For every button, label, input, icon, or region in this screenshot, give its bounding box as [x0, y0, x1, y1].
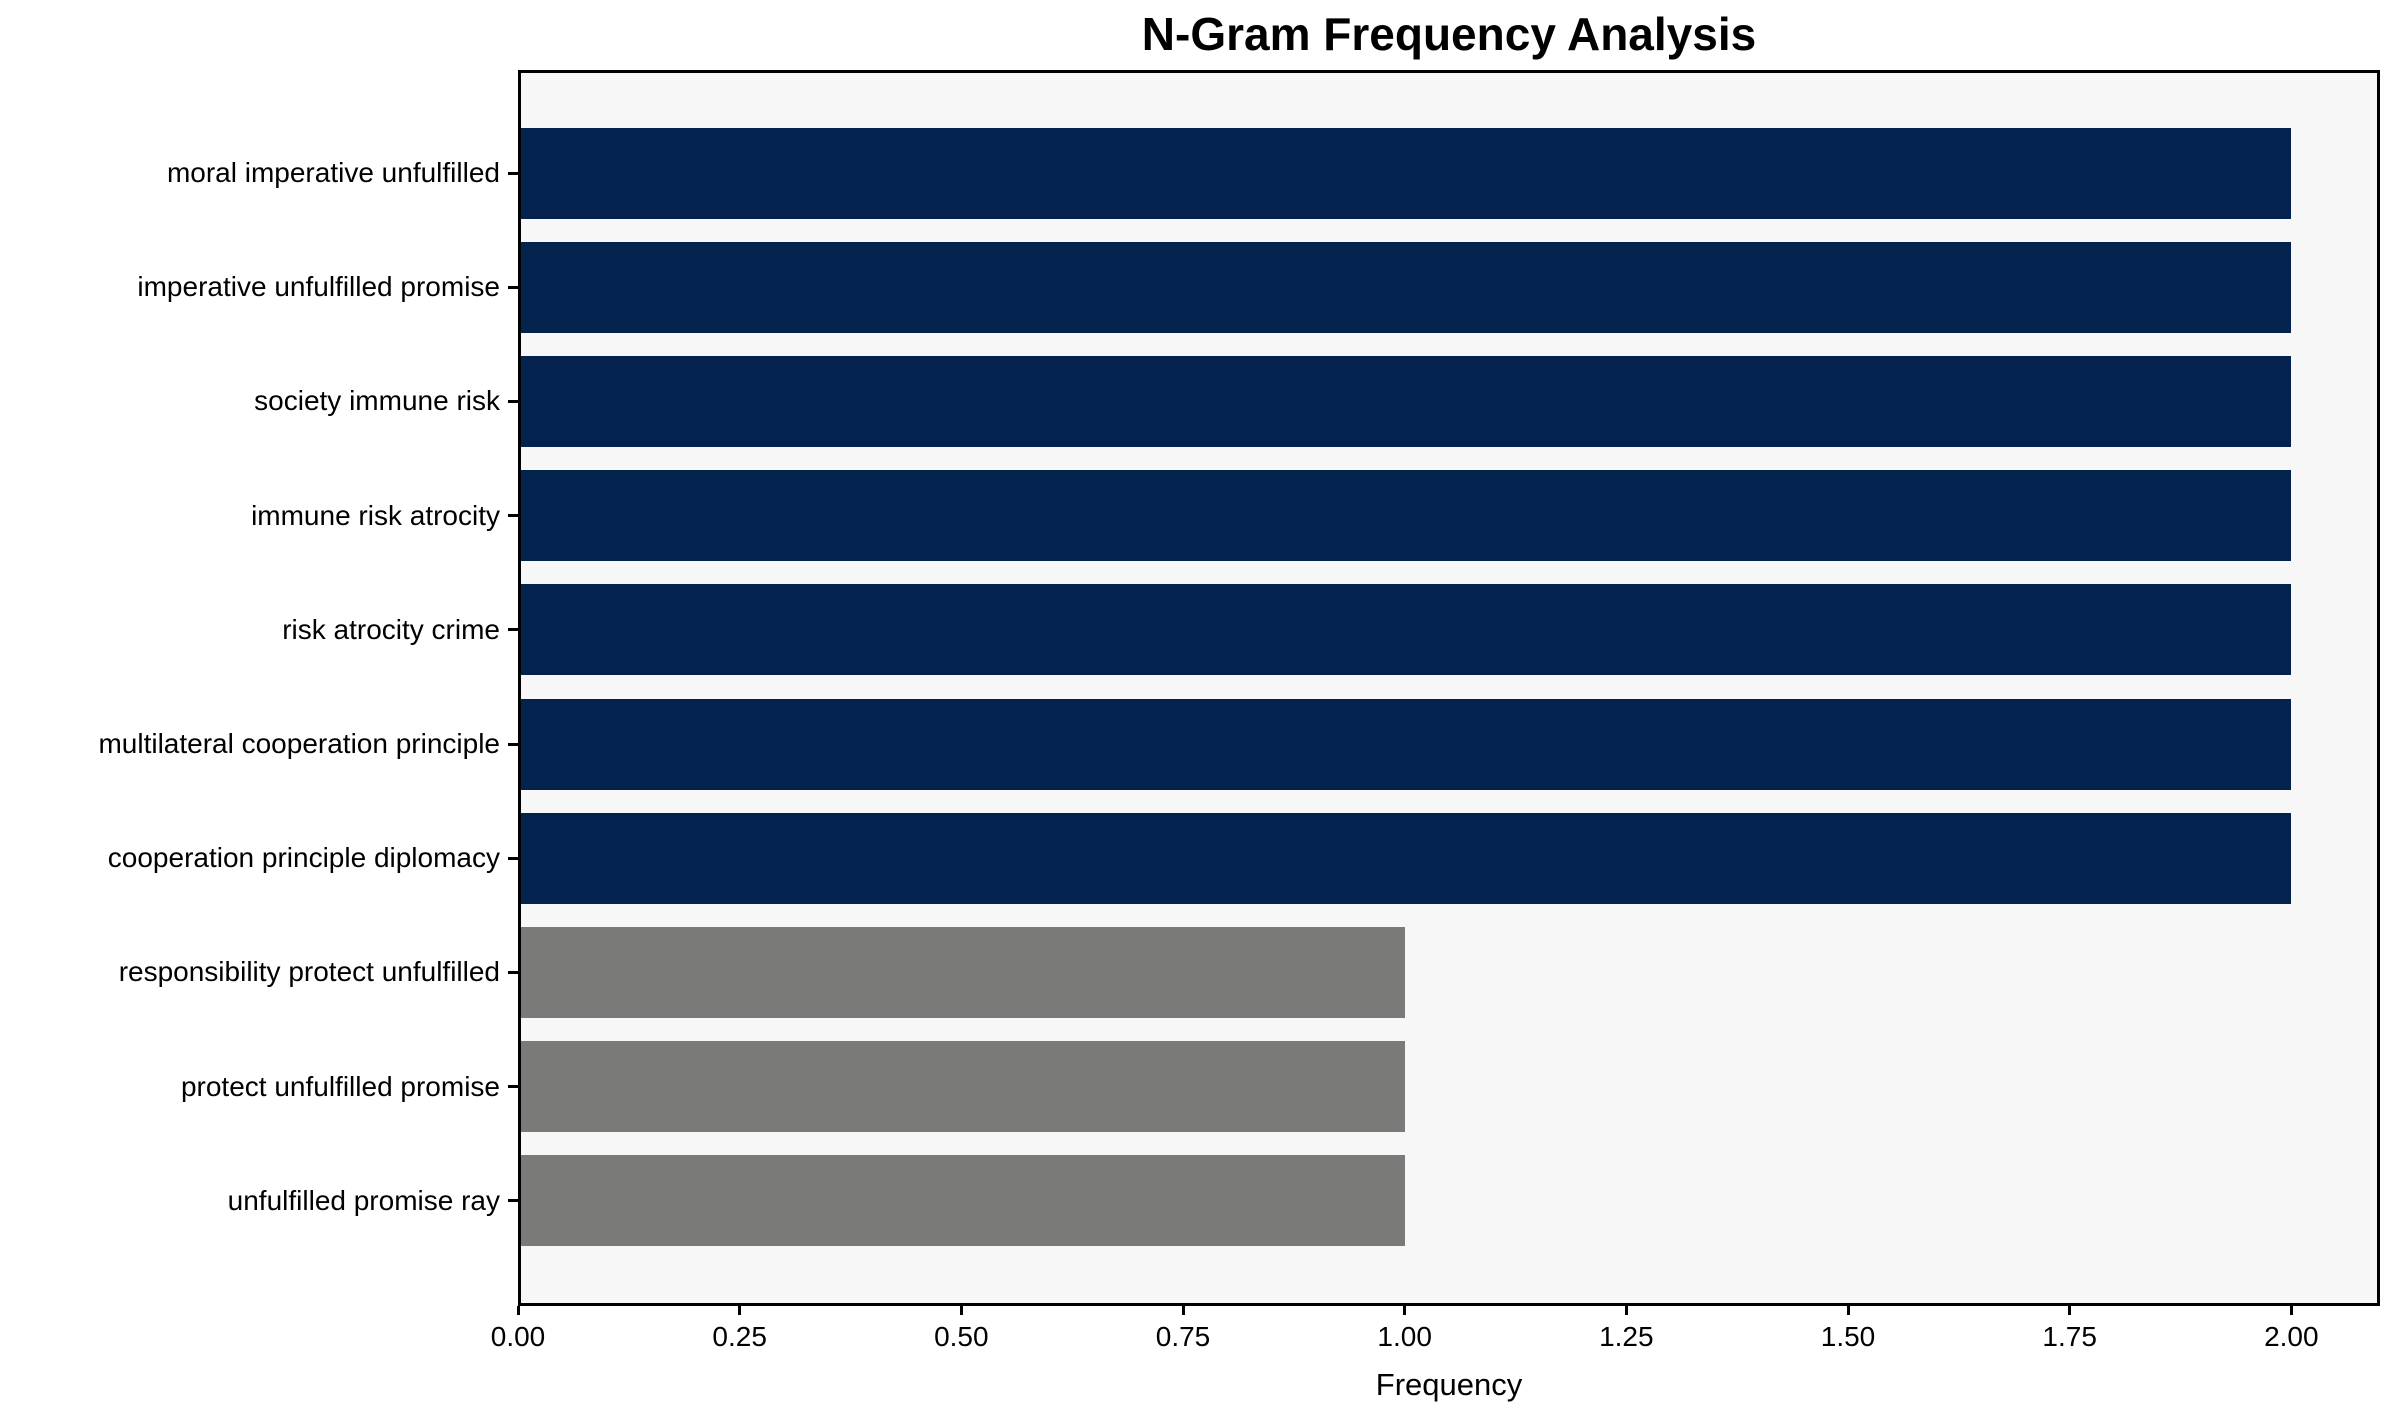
bar — [518, 241, 2292, 333]
x-tick-mark — [2289, 1306, 2293, 1315]
y-tick-mark — [508, 171, 518, 175]
bar — [518, 470, 2292, 562]
y-tick-mark — [508, 856, 518, 860]
x-tick-mark — [1181, 1306, 1185, 1315]
x-tick-mark — [1846, 1306, 1850, 1315]
y-tick-mark — [508, 742, 518, 746]
x-axis-title: Frequency — [1375, 1367, 1523, 1402]
y-tick-mark — [508, 285, 518, 289]
y-tick-label: cooperation principle diplomacy — [107, 842, 500, 874]
bar — [518, 1041, 1405, 1133]
x-tick-label: 0.00 — [490, 1321, 546, 1352]
x-tick-label: 0.50 — [934, 1321, 989, 1352]
x-tick-mark — [959, 1306, 963, 1315]
y-tick-label: society immune risk — [254, 385, 500, 417]
y-tick-label: unfulfilled promise ray — [227, 1184, 500, 1216]
x-tick-mark — [1403, 1306, 1407, 1315]
y-tick-label: imperative unfulfilled promise — [137, 271, 500, 303]
x-tick-mark — [1624, 1306, 1628, 1315]
y-tick-mark — [508, 970, 518, 974]
y-tick-label: moral imperative unfulfilled — [166, 157, 500, 188]
x-tick-label: 2.00 — [2264, 1321, 2319, 1352]
x-tick-mark — [2068, 1306, 2072, 1315]
y-tick-label: risk atrocity crime — [282, 613, 500, 645]
x-tick-label: 1.00 — [1377, 1321, 1432, 1352]
y-tick-mark — [508, 399, 518, 403]
bar — [518, 355, 2292, 447]
bar — [518, 127, 2292, 219]
x-tick-label: 0.25 — [712, 1321, 767, 1352]
y-tick-label: multilateral cooperation principle — [98, 728, 500, 759]
plot-area — [518, 70, 2380, 1306]
bar — [518, 584, 2292, 676]
x-tick-label: 1.25 — [1599, 1321, 1654, 1352]
y-tick-label: immune risk atrocity — [251, 499, 500, 531]
x-tick-mark — [738, 1306, 742, 1315]
y-tick-mark — [508, 628, 518, 632]
y-tick-label: responsibility protect unfulfilled — [118, 956, 500, 988]
bar — [518, 1155, 1405, 1247]
x-tick-mark — [516, 1306, 520, 1315]
chart-title: N-Gram Frequency Analysis — [1141, 8, 1757, 60]
x-tick-label: 0.75 — [1155, 1321, 1211, 1352]
x-tick-label: 1.75 — [2042, 1321, 2097, 1352]
y-tick-mark — [508, 1199, 518, 1203]
y-tick-mark — [508, 1085, 518, 1089]
y-tick-label: protect unfulfilled promise — [180, 1070, 500, 1102]
bar — [518, 698, 2292, 790]
y-tick-mark — [508, 514, 518, 518]
x-tick-label: 1.50 — [1820, 1321, 1876, 1352]
bar — [518, 812, 2292, 904]
bar — [518, 926, 1405, 1018]
